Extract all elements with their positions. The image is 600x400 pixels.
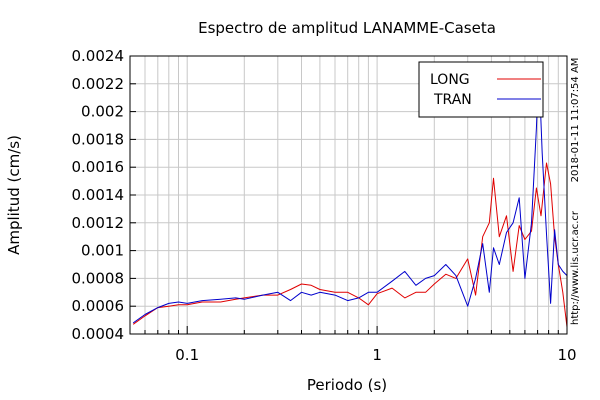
legend-box — [418, 61, 544, 118]
timestamp-annotation: 2018-01-11 11:07:54 AM — [570, 58, 581, 183]
legend-label-long: LONG — [430, 72, 470, 88]
y-tick-label: 0.0014 — [72, 186, 125, 204]
url-annotation: http://www.lis.ucr.ac.cr — [570, 210, 581, 325]
x-tick-label: 0.1 — [175, 346, 199, 364]
y-tick-label: 0.0022 — [72, 75, 125, 93]
tick-labels: 0.0004 0.0006 0.0008 0.001 0.0012 0.0014 0.001… — [72, 47, 577, 364]
y-tick-label: 0.002 — [81, 103, 124, 121]
y-tick-label: 0.0004 — [72, 325, 125, 343]
series-line-long — [132, 162, 568, 328]
y-tick-label: 0.0024 — [72, 47, 125, 65]
ticks — [129, 55, 568, 335]
y-tick-label: 0.0008 — [72, 269, 125, 287]
legend: LONG TRAN — [418, 61, 544, 118]
x-axis-label: Periodo (s) — [307, 376, 387, 394]
x-tick-label: 1 — [372, 346, 382, 364]
series-layer — [132, 65, 568, 328]
series-line-tran — [132, 65, 568, 324]
x-tick-label: 10 — [557, 346, 576, 364]
chart-title: Espectro de amplitud LANAMME-Caseta — [198, 19, 496, 37]
y-tick-label: 0.001 — [81, 242, 124, 260]
y-tick-label: 0.0016 — [72, 158, 125, 176]
y-axis-label: Amplitud (cm/s) — [5, 135, 23, 255]
y-tick-label: 0.0012 — [72, 214, 125, 232]
legend-label-tran: TRAN — [433, 92, 472, 108]
y-tick-label: 0.0006 — [72, 297, 125, 315]
y-tick-label: 0.0018 — [72, 130, 125, 148]
